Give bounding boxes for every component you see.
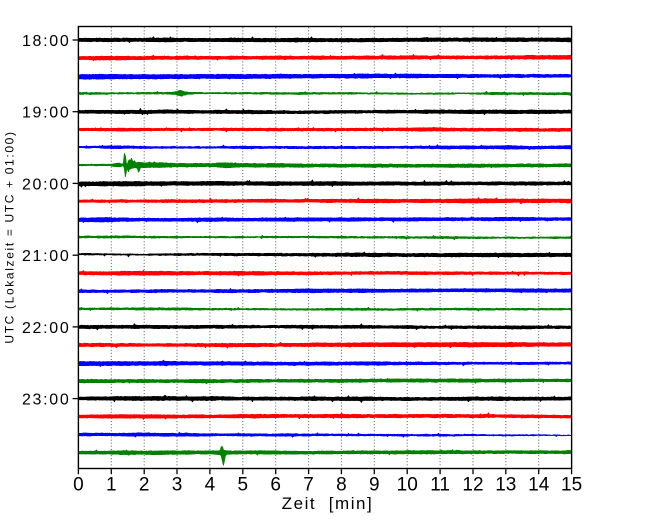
svg-text:22:00: 22:00	[22, 320, 71, 337]
svg-text:8: 8	[336, 475, 347, 496]
svg-text:1: 1	[106, 475, 117, 496]
svg-text:15: 15	[561, 475, 582, 496]
svg-text:14: 14	[528, 475, 550, 496]
svg-text:21:00: 21:00	[22, 248, 71, 265]
svg-text:6: 6	[270, 475, 281, 496]
svg-text:20:00: 20:00	[22, 176, 71, 193]
svg-text:4: 4	[205, 475, 216, 496]
svg-text:13: 13	[495, 475, 516, 496]
svg-text:12: 12	[462, 475, 483, 496]
svg-text:3: 3	[172, 475, 183, 496]
svg-text:Zeit [min]: Zeit [min]	[282, 494, 374, 513]
svg-text:18:00: 18:00	[22, 33, 71, 50]
svg-text:19:00: 19:00	[22, 105, 71, 122]
svg-text:0: 0	[73, 475, 84, 496]
svg-text:10: 10	[397, 475, 418, 496]
svg-text:5: 5	[238, 475, 249, 496]
svg-text:11: 11	[430, 475, 450, 496]
svg-text:23:00: 23:00	[22, 392, 71, 409]
svg-text:9: 9	[369, 475, 380, 496]
svg-text:2: 2	[139, 475, 150, 496]
svg-text:UTC (Lokalzeit = UTC + 01:00): UTC (Lokalzeit = UTC + 01:00)	[2, 130, 16, 343]
svg-text:7: 7	[303, 475, 314, 496]
